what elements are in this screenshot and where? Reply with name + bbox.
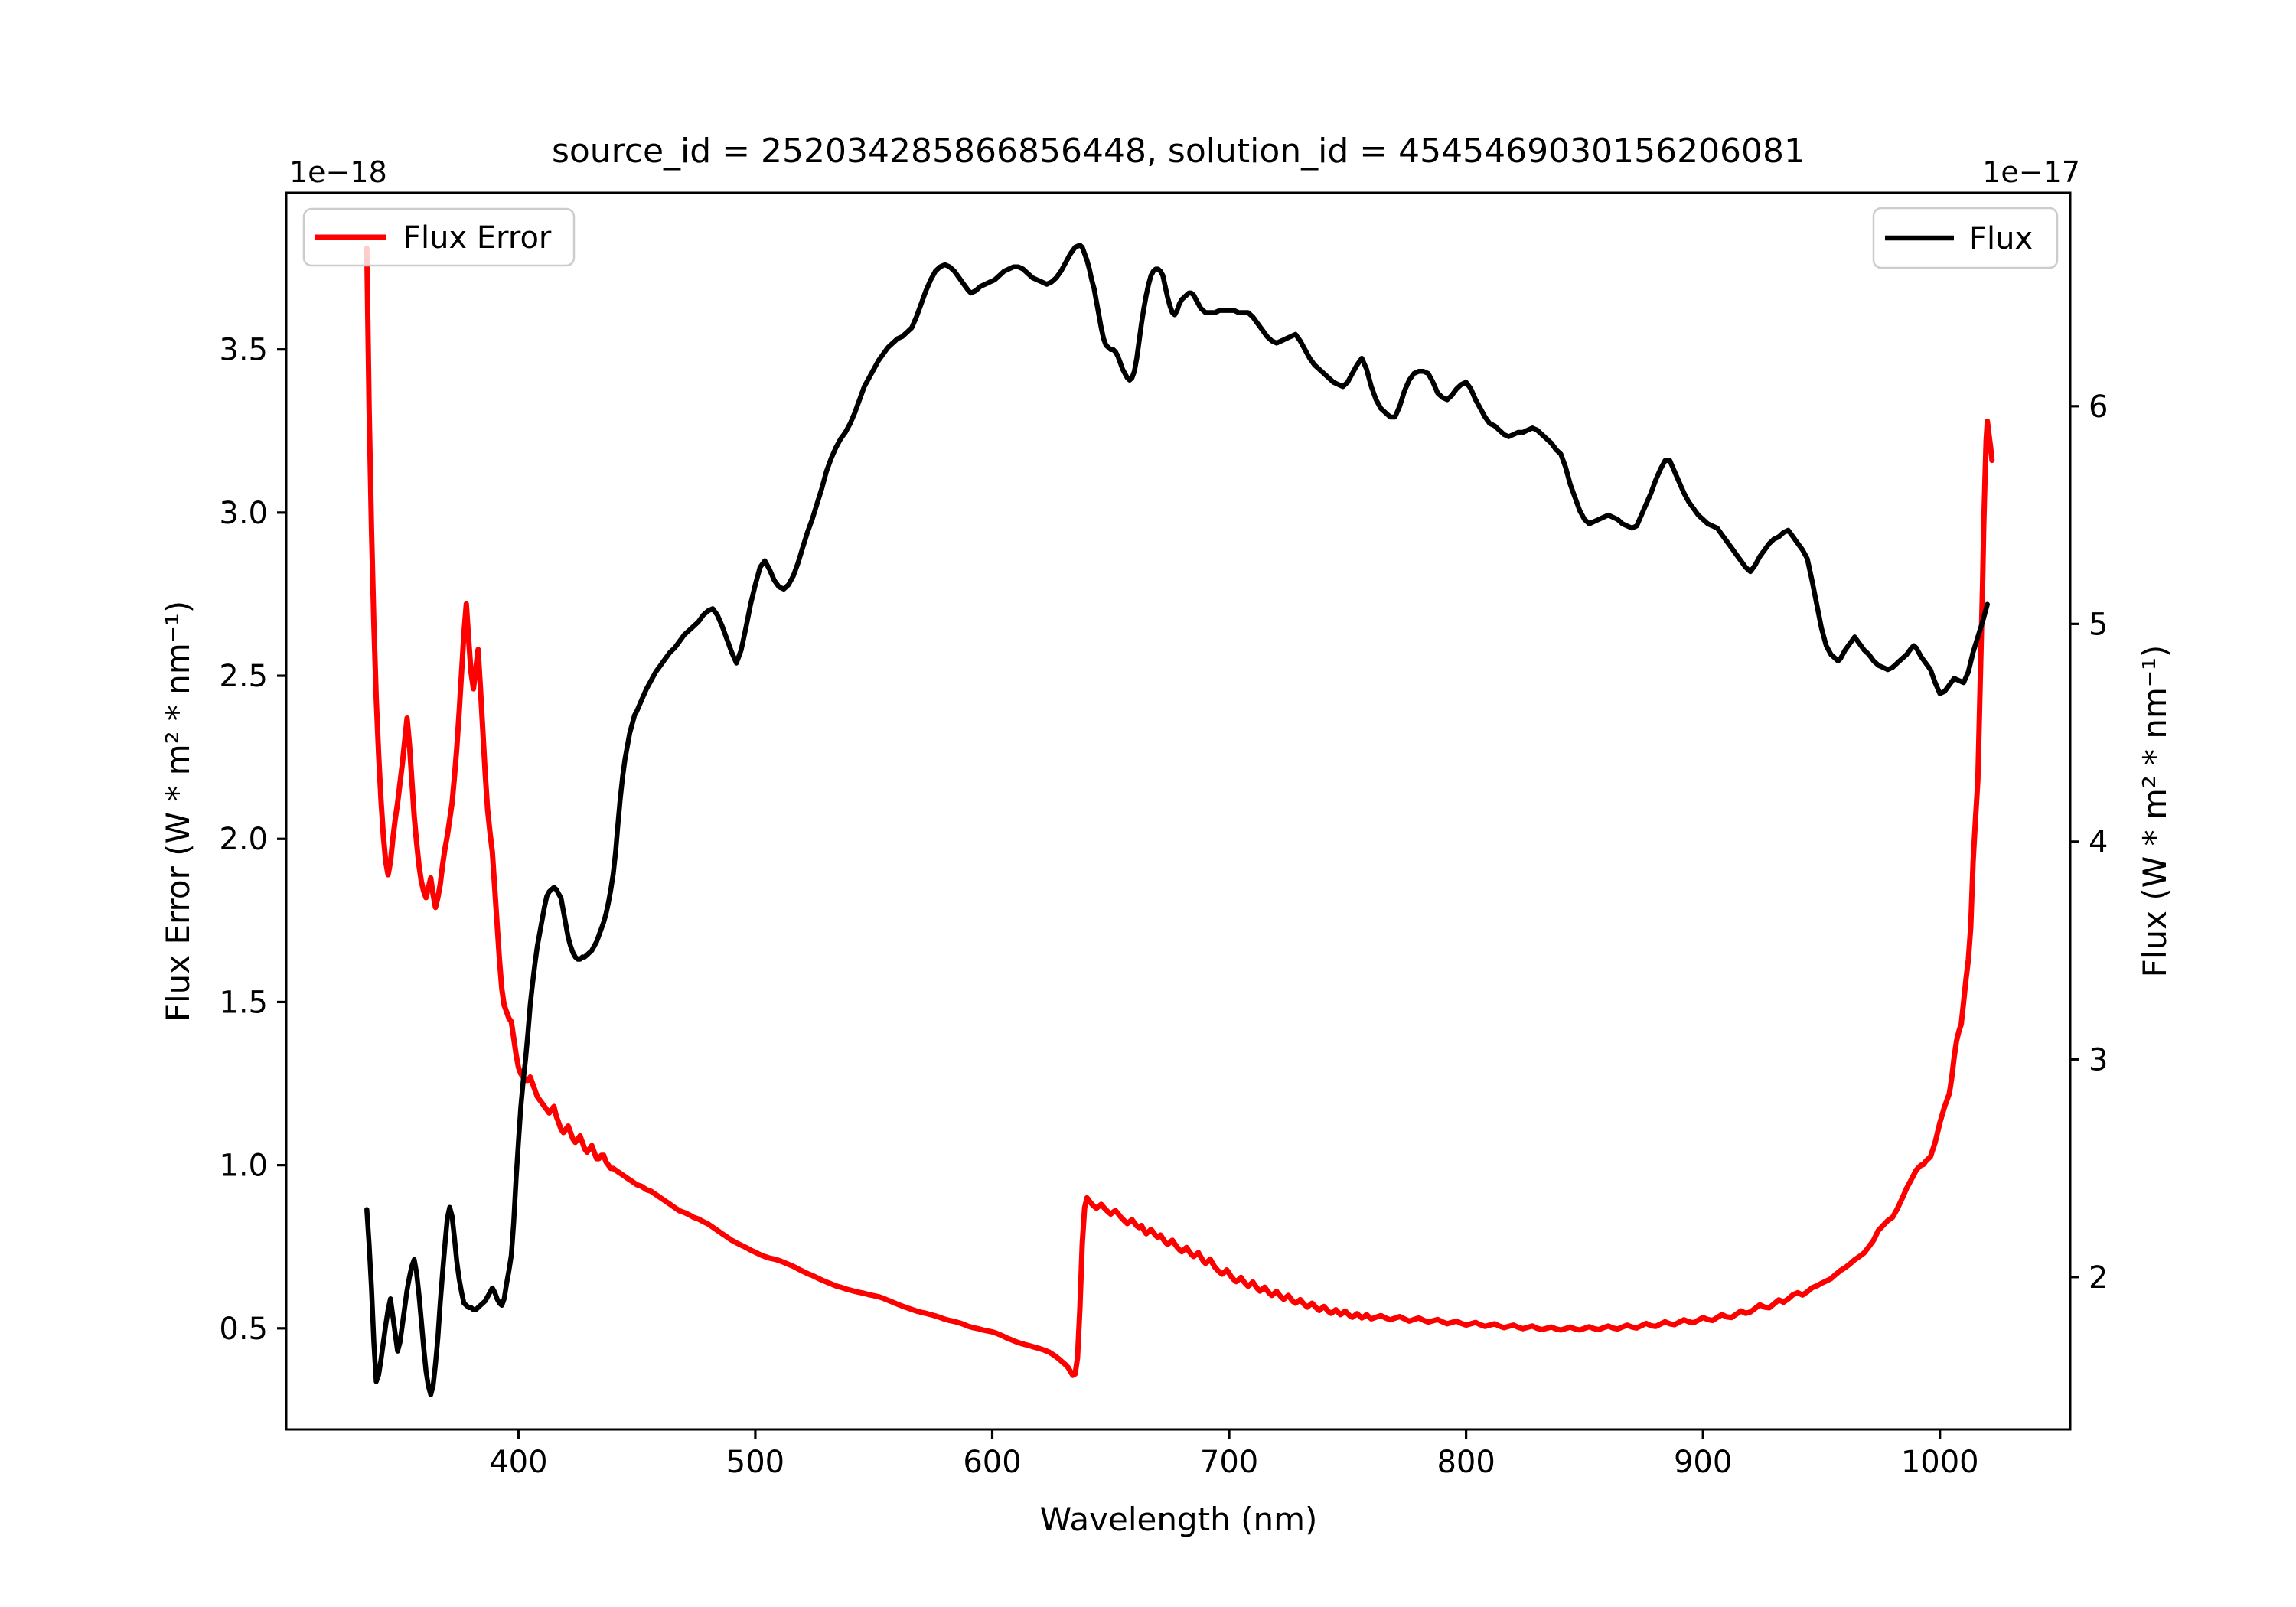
y-left-tick-label: 3.0 xyxy=(219,496,268,531)
curve-flux-error xyxy=(364,246,1995,1378)
chart-title: source_id = 252034285866856448, solution… xyxy=(552,132,1805,171)
y-left-tick-label: 1.0 xyxy=(219,1149,268,1184)
legend-flux-box xyxy=(1872,207,2059,269)
y-right-tick-label: 6 xyxy=(2089,390,2108,425)
data-series xyxy=(364,243,1995,1397)
x-tick-label: 800 xyxy=(1437,1445,1495,1480)
x-tick-label: 600 xyxy=(963,1445,1021,1480)
y-right-tick-label: 2 xyxy=(2089,1260,2108,1296)
legend-flux-error-box xyxy=(302,207,576,267)
axis-ticks: 400 500 600 700 800 900 1000 0.5 1.0 1.5 2.0 2.5 3.0… xyxy=(219,333,2108,1480)
legend-flux-label: Flux xyxy=(1969,221,2033,256)
x-tick-label: 400 xyxy=(489,1445,547,1480)
left-axis-offset-label: 1e−18 xyxy=(289,155,387,189)
y-left-tick-label: 1.5 xyxy=(219,985,268,1020)
y-right-tick-label: 4 xyxy=(2089,825,2108,860)
y-right-axis-label: Flux (W * m² * nm⁻¹) xyxy=(2136,645,2174,978)
legend-flux: Flux xyxy=(1872,207,2059,269)
x-tick-label: 700 xyxy=(1200,1445,1258,1480)
y-left-tick-label: 2.5 xyxy=(219,659,268,694)
y-right-tick-label: 3 xyxy=(2089,1042,2108,1077)
y-left-tick-label: 3.5 xyxy=(219,333,268,368)
plot-frame xyxy=(285,191,2072,1431)
curve-flux xyxy=(364,243,1990,1397)
x-axis-label: Wavelength (nm) xyxy=(1040,1501,1318,1538)
legend-flux-error-label: Flux Error xyxy=(403,220,552,256)
y-left-tick-label: 0.5 xyxy=(219,1312,268,1347)
x-tick-label: 1000 xyxy=(1901,1445,1979,1480)
y-left-tick-label: 2.0 xyxy=(219,822,268,857)
y-left-axis-label: Flux Error (W * m² * nm⁻¹) xyxy=(159,601,197,1022)
x-tick-label: 900 xyxy=(1674,1445,1732,1480)
y-right-tick-label: 5 xyxy=(2089,607,2108,642)
legend-flux-error: Flux Error xyxy=(302,207,576,267)
x-tick-label: 500 xyxy=(726,1445,784,1480)
right-axis-offset-label: 1e−17 xyxy=(1982,155,2080,189)
